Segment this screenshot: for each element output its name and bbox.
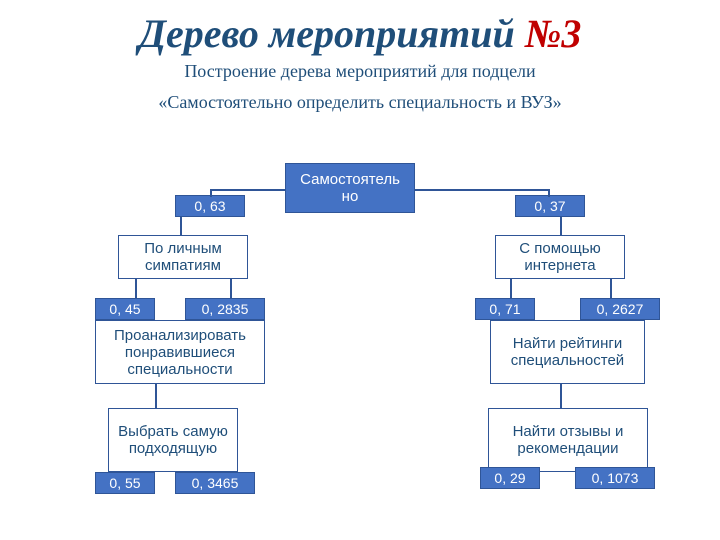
weight-right-top: 0, 37: [515, 195, 585, 217]
weight-left-2: 0, 2835: [185, 298, 265, 320]
connector: [560, 217, 562, 237]
weight-right-1: 0, 71: [475, 298, 535, 320]
connector: [548, 189, 550, 197]
node-right-branch: С помощью интернета: [495, 235, 625, 279]
weight-left-3: 0, 55: [95, 472, 155, 494]
node-left-action2: Выбрать самую подходящую: [108, 408, 238, 472]
weight-right-4: 0, 1073: [575, 467, 655, 489]
connector: [560, 384, 562, 409]
connector: [135, 279, 137, 299]
page-title: Дерево мероприятий №3: [0, 0, 720, 57]
node-right-action1: Найти рейтинги специальностей: [490, 320, 645, 384]
node-right-action2: Найти отзывы и рекомендации: [488, 408, 648, 472]
weight-left-top: 0, 63: [175, 195, 245, 217]
weight-left-4: 0, 3465: [175, 472, 255, 494]
weight-left-1: 0, 45: [95, 298, 155, 320]
weight-right-3: 0, 29: [480, 467, 540, 489]
subtitle-1: Построение дерева мероприятий для подцел…: [0, 61, 720, 82]
connector: [180, 217, 182, 237]
connector: [510, 279, 512, 299]
connector: [415, 189, 550, 191]
node-root: Самостоятель но: [285, 163, 415, 213]
connector: [155, 384, 157, 409]
subtitle-2: «Самостоятельно определить специальность…: [0, 92, 720, 113]
title-number: №3: [525, 11, 582, 56]
weight-right-2: 0, 2627: [580, 298, 660, 320]
connector: [210, 189, 285, 191]
connector: [210, 189, 212, 197]
title-text: Дерево мероприятий: [139, 11, 525, 56]
node-left-branch: По личным симпатиям: [118, 235, 248, 279]
connector: [610, 279, 612, 299]
connector: [230, 279, 232, 299]
node-left-action1: Проанализировать понравившиеся специальн…: [95, 320, 265, 384]
